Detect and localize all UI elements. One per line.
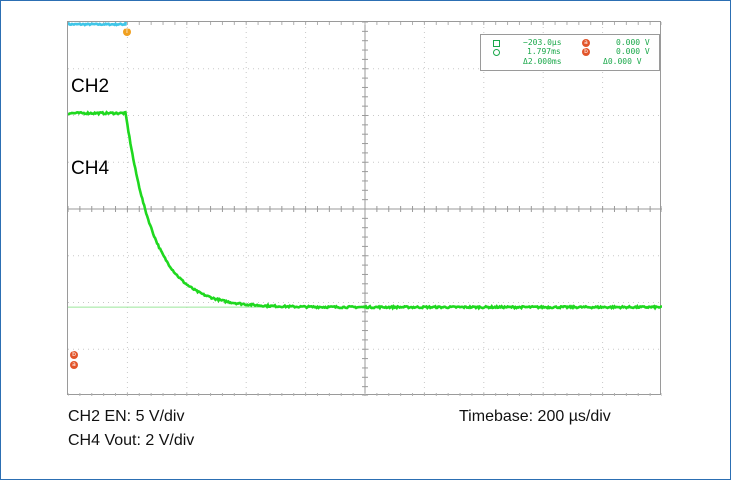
circle-cursor-icon — [493, 49, 500, 56]
square-cursor-icon — [493, 40, 500, 47]
cursor-readout: −203.0µs a 0.000 V 1.797ms b 0.000 V Δ2.… — [480, 34, 660, 71]
readout-v2: 0.000 V — [616, 47, 650, 56]
oscilloscope-screen — [67, 21, 662, 396]
cursor-a-icon: a — [582, 39, 590, 47]
readout-v1: 0.000 V — [616, 38, 650, 47]
ch4-label: CH4 — [71, 158, 110, 179]
readout-dt: Δ2.000ms — [523, 57, 562, 66]
ref-marker-a: a — [70, 361, 78, 369]
readout-dv: Δ0.000 V — [603, 57, 642, 66]
ch2-label: CH2 — [71, 76, 110, 97]
ref-marker-b: b — [70, 351, 78, 359]
ch4-trace — [68, 110, 662, 311]
ch4-scale-label: CH4 Vout: 2 V/div — [68, 432, 195, 449]
readout-t1: −203.0µs — [523, 38, 562, 47]
timebase-label: Timebase: 200 µs/div — [459, 408, 611, 425]
readout-t2: 1.797ms — [527, 47, 561, 56]
cursor-b-icon: b — [582, 48, 590, 56]
trigger-marker: T — [123, 28, 131, 36]
plot-area — [68, 22, 662, 396]
ch2-scale-label: CH2 EN: 5 V/div — [68, 408, 185, 425]
